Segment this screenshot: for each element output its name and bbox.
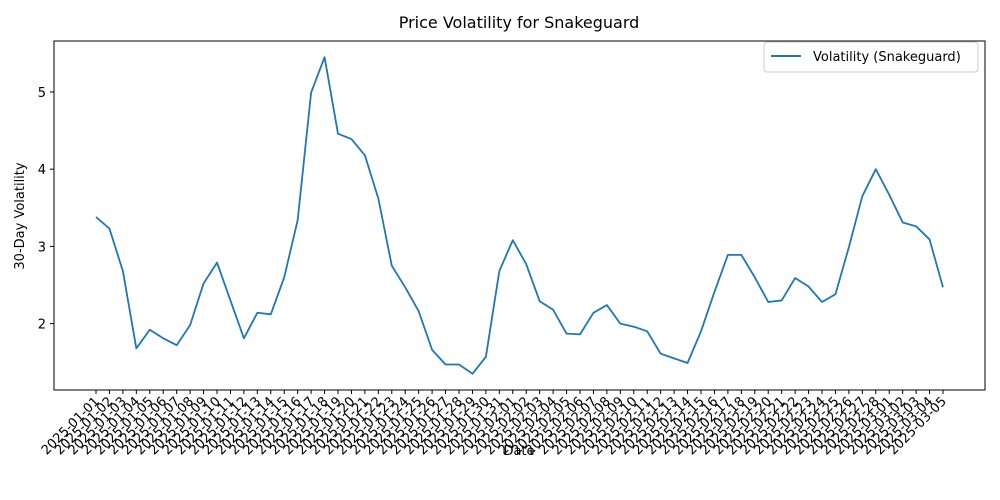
x-axis-title: Date: [503, 444, 534, 459]
data-point: [861, 195, 863, 197]
data-point: [848, 246, 850, 248]
plot-area-frame: [53, 40, 986, 391]
data-point: [942, 286, 944, 288]
data-point: [740, 254, 742, 256]
data-point: [660, 353, 662, 355]
data-point: [324, 56, 326, 58]
data-point: [619, 323, 621, 325]
data-point: [929, 238, 931, 240]
data-point: [821, 301, 823, 303]
data-point: [337, 133, 339, 135]
data-point: [283, 276, 285, 278]
data-point: [566, 333, 568, 335]
data-point: [485, 356, 487, 358]
data-point: [203, 282, 205, 284]
data-point: [525, 263, 527, 265]
data-point: [552, 309, 554, 311]
data-point: [579, 333, 581, 335]
data-point: [687, 362, 689, 364]
data-point: [633, 326, 635, 328]
data-point: [297, 219, 299, 221]
data-point: [445, 364, 447, 366]
data-point: [673, 357, 675, 359]
data-point: [108, 228, 110, 230]
chart-title: Price Volatility for Snakeguard: [399, 13, 640, 32]
data-point: [781, 299, 783, 301]
data-point: [875, 168, 877, 170]
data-point: [646, 330, 648, 332]
data-point: [310, 92, 312, 94]
data-point: [471, 373, 473, 375]
data-point: [135, 347, 137, 349]
data-point: [794, 277, 796, 279]
data-point: [95, 216, 97, 218]
data-point: [256, 312, 258, 314]
data-point: [808, 286, 810, 288]
data-point: [902, 221, 904, 223]
data-point: [243, 337, 245, 339]
y-tick-label: 5: [38, 86, 46, 101]
data-point: [189, 324, 191, 326]
data-point: [162, 337, 164, 339]
data-point: [834, 293, 836, 295]
data-point: [754, 276, 756, 278]
legend-label: Volatility (Snakeguard): [813, 50, 961, 65]
data-point: [512, 239, 514, 241]
data-point: [176, 344, 178, 346]
data-point: [122, 270, 124, 272]
data-point: [727, 254, 729, 256]
data-point: [270, 313, 272, 315]
legend-frame: [763, 41, 979, 73]
series-line: [95, 56, 944, 375]
data-point: [498, 270, 500, 272]
data-point: [404, 286, 406, 288]
data-point: [539, 300, 541, 302]
y-axis: 2 3 4 5: [38, 86, 54, 333]
data-point: [915, 225, 917, 227]
data-point: [350, 138, 352, 140]
x-axis: 2025-01-012025-01-022025-01-032025-01-04…: [39, 390, 950, 458]
data-point: [229, 299, 231, 301]
data-point: [391, 265, 393, 267]
data-point: [364, 154, 366, 156]
data-point: [149, 329, 151, 331]
data-point: [767, 301, 769, 303]
data-point: [592, 312, 594, 314]
data-point: [606, 304, 608, 306]
y-axis-title: 30-Day Volatility: [13, 162, 28, 269]
data-point: [888, 194, 890, 196]
data-point: [377, 198, 379, 200]
data-point: [431, 349, 433, 351]
data-point: [216, 262, 218, 264]
data-point: [418, 310, 420, 312]
legend: Volatility (Snakeguard): [763, 41, 979, 73]
data-point: [458, 364, 460, 366]
series-layer: [95, 56, 944, 375]
data-point: [700, 330, 702, 332]
y-tick-label: 3: [38, 240, 46, 255]
data-point: [713, 291, 715, 293]
y-tick-label: 2: [38, 318, 46, 333]
y-tick-label: 4: [38, 163, 46, 178]
